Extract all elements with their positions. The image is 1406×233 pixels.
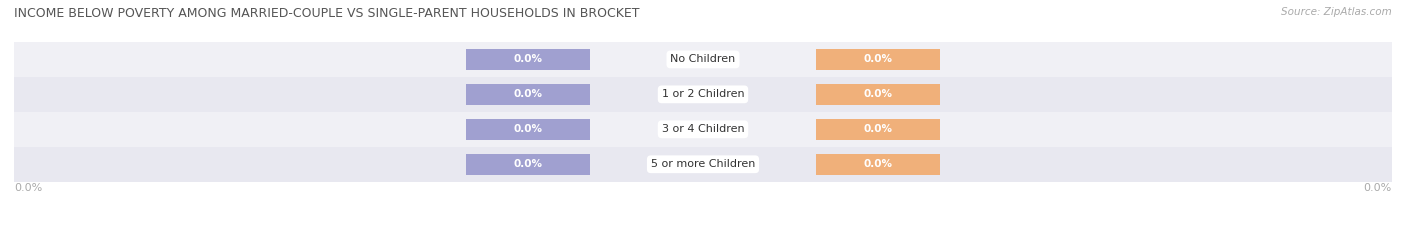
Text: 0.0%: 0.0% — [513, 55, 543, 64]
Text: 1 or 2 Children: 1 or 2 Children — [662, 89, 744, 99]
Text: 0.0%: 0.0% — [14, 184, 42, 193]
Text: 0.0%: 0.0% — [513, 124, 543, 134]
Text: 0.0%: 0.0% — [513, 89, 543, 99]
Text: No Children: No Children — [671, 55, 735, 64]
Bar — [465, 49, 591, 70]
Text: 5 or more Children: 5 or more Children — [651, 159, 755, 169]
Bar — [815, 119, 941, 140]
Bar — [14, 42, 1392, 77]
Text: 0.0%: 0.0% — [863, 89, 893, 99]
Bar — [815, 49, 941, 70]
Text: 0.0%: 0.0% — [863, 159, 893, 169]
Bar — [465, 84, 591, 105]
Bar — [815, 84, 941, 105]
Bar — [465, 119, 591, 140]
Text: Source: ZipAtlas.com: Source: ZipAtlas.com — [1281, 7, 1392, 17]
Bar — [465, 154, 591, 175]
Text: 3 or 4 Children: 3 or 4 Children — [662, 124, 744, 134]
Text: 0.0%: 0.0% — [863, 55, 893, 64]
Bar — [14, 147, 1392, 182]
Legend: Married Couples, Single Parents: Married Couples, Single Parents — [588, 230, 818, 233]
Text: 0.0%: 0.0% — [863, 124, 893, 134]
Text: 0.0%: 0.0% — [513, 159, 543, 169]
Bar — [815, 154, 941, 175]
Text: 0.0%: 0.0% — [1364, 184, 1392, 193]
Text: INCOME BELOW POVERTY AMONG MARRIED-COUPLE VS SINGLE-PARENT HOUSEHOLDS IN BROCKET: INCOME BELOW POVERTY AMONG MARRIED-COUPL… — [14, 7, 640, 20]
Bar — [14, 77, 1392, 112]
Bar — [14, 112, 1392, 147]
